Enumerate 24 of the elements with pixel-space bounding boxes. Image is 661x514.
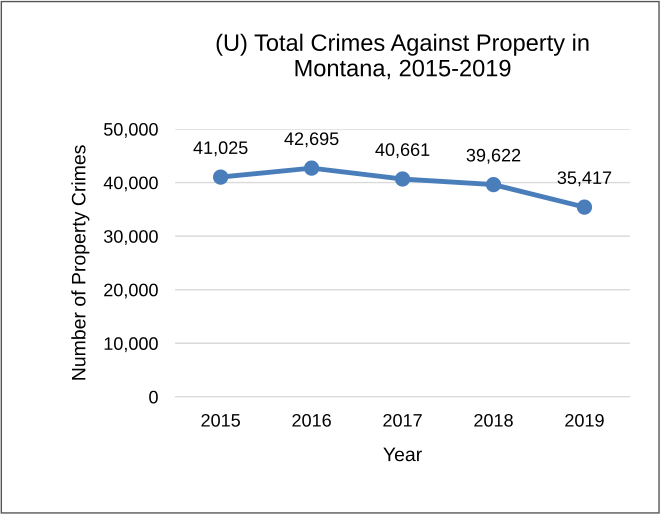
y-tick-label: 10,000 <box>104 337 158 352</box>
x-tick-label: 2018 <box>474 414 513 427</box>
y-tick-label: 40,000 <box>104 176 158 192</box>
y-tick-label: 0 <box>149 390 158 404</box>
data-label: 40,661 <box>375 143 430 158</box>
x-tick-label: 2016 <box>292 414 331 427</box>
x-axis-title: Year <box>383 448 422 462</box>
data-label: 41,025 <box>193 141 248 156</box>
data-label: 39,622 <box>466 148 520 164</box>
point <box>576 199 592 215</box>
x-tick-label: 2015 <box>201 414 240 427</box>
y-axis-title: Number of Property Crimes <box>71 145 90 380</box>
point <box>304 160 320 176</box>
point <box>486 176 502 192</box>
data-label: 42,695 <box>284 132 338 148</box>
y-tick-label: 20,000 <box>104 284 158 299</box>
chart-title: (U) Total Crimes Against Property in Montana, 2015-2019 <box>216 34 588 80</box>
point <box>394 171 410 187</box>
point <box>213 169 228 185</box>
y-tick-label: 50,000 <box>104 122 158 138</box>
x-tick-label: 2019 <box>565 414 604 427</box>
y-tick-label: 30,000 <box>104 230 158 245</box>
data-label: 35,417 <box>558 171 612 186</box>
x-tick-label: 2017 <box>383 414 422 427</box>
